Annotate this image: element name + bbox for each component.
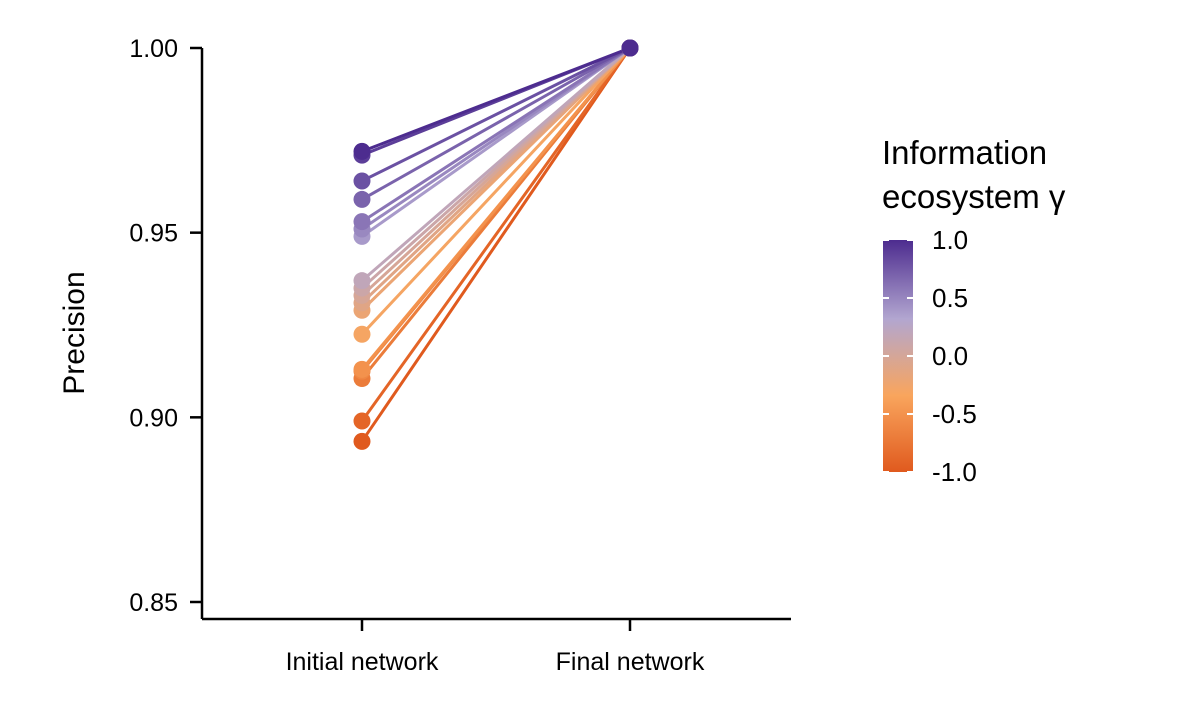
series-line (360, 46, 632, 283)
series-line (360, 46, 632, 153)
initial-point (353, 360, 371, 378)
initial-point (353, 325, 371, 343)
legend-title-line2: ecosystem γ (882, 178, 1066, 215)
axes: 0.85 0.90 0.95 1.00 Initial network Final ne… (58, 35, 791, 676)
x-tick-label: Initial network (286, 648, 439, 676)
x-ticks: Initial network Final network (286, 619, 705, 676)
initial-point (353, 272, 371, 290)
colorbar-ticks: 1.0 0.5 0.0 -0.5 -1.0 (883, 225, 977, 487)
series-line (360, 46, 632, 423)
series-line (360, 46, 632, 336)
initial-point (353, 190, 371, 208)
colorbar-label: 1.0 (932, 225, 968, 255)
final-point (621, 39, 639, 57)
y-tick-label: 0.85 (129, 589, 178, 617)
y-ticks: 0.85 0.90 0.95 1.00 (129, 35, 202, 617)
y-tick-label: 0.95 (129, 220, 178, 248)
colorbar-label: -0.5 (932, 399, 977, 429)
colorbar-label: 0.5 (932, 283, 968, 313)
series-line (360, 46, 632, 371)
initial-point (353, 432, 371, 450)
initial-point (353, 412, 371, 430)
legend-title-line1: Information (882, 134, 1047, 171)
y-axis-title: Precision (58, 271, 91, 394)
y-tick-label: 1.00 (129, 35, 178, 63)
plot-area (353, 39, 639, 450)
x-tick-label: Final network (556, 648, 705, 676)
series-line (360, 46, 632, 183)
colorbar-label: 0.0 (932, 341, 968, 371)
initial-point (353, 172, 371, 190)
colorbar-label: -1.0 (932, 457, 977, 487)
y-tick-label: 0.90 (129, 404, 178, 432)
series-line (360, 46, 632, 224)
legend: Information ecosystem γ 1.0 0.5 0.0 -0.5 -1.… (882, 134, 1066, 487)
initial-point (353, 213, 371, 231)
series-line (360, 46, 632, 443)
initial-point (353, 142, 371, 160)
series-line (360, 46, 632, 201)
series-layer (353, 39, 639, 450)
